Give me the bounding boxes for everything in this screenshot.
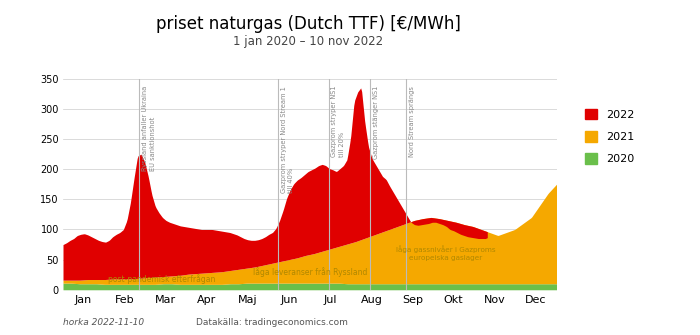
Legend: 2022, 2021, 2020: 2022, 2021, 2020 [582,106,638,168]
Text: Gazprom stryper NS1
till 20%: Gazprom stryper NS1 till 20% [332,86,345,157]
Text: Datakälla: tradingeconomics.com: Datakälla: tradingeconomics.com [196,318,348,327]
Text: priset naturgas (Dutch TTF) [€/MWh]: priset naturgas (Dutch TTF) [€/MWh] [155,15,461,33]
Text: Gazprom stänger NS1: Gazprom stänger NS1 [373,86,379,159]
Text: Nord Stream sprängs: Nord Stream sprängs [409,86,415,157]
Text: låga leveranser från Ryssland: låga leveranser från Ryssland [253,267,367,276]
Text: post-pandemisk efterfrågan: post-pandemisk efterfrågan [108,274,216,284]
Text: 1 jan 2020 – 10 nov 2022: 1 jan 2020 – 10 nov 2022 [233,35,383,48]
Text: Gazprom stryper Nord Stream 1
till 40%: Gazprom stryper Nord Stream 1 till 40% [281,86,294,193]
Text: låga gassnivåer i Gazproms
europeiska gaslager: låga gassnivåer i Gazproms europeiska ga… [395,246,496,261]
Text: horka 2022-11-10: horka 2022-11-10 [63,318,144,327]
Text: Ryssland anfaller Ukraina
EU sanktionshot: Ryssland anfaller Ukraina EU sanktionsho… [143,86,156,171]
